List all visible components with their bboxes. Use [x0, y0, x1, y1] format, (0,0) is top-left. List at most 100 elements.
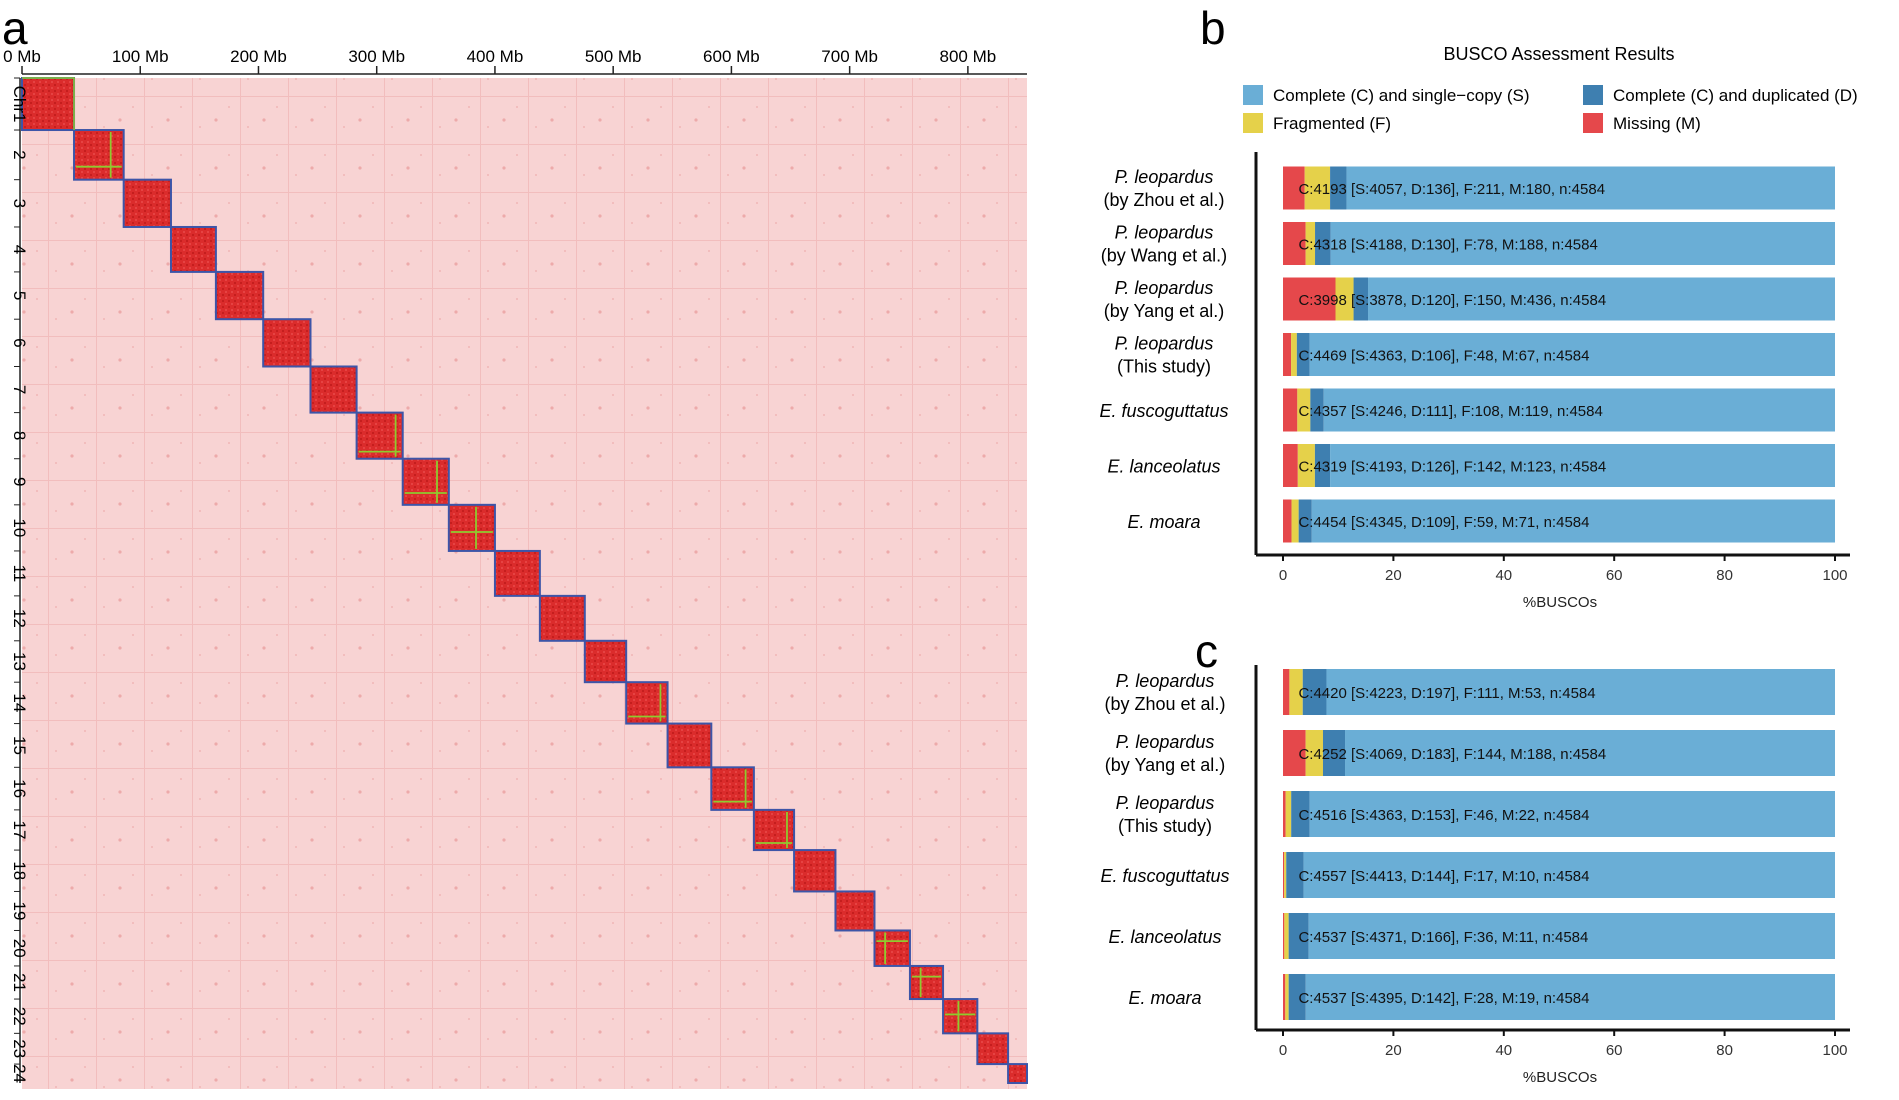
bar-data-label: C:4319 [S:4193, D:126], F:142, M:123, n:… — [1298, 459, 1606, 476]
chromosome-block — [710, 766, 755, 811]
chromosome-label: 15 — [10, 736, 29, 755]
chromosome-label: 18 — [10, 861, 29, 880]
chromosome-label: 19 — [10, 902, 29, 921]
row-label-species: P. leopardus — [1115, 334, 1214, 354]
bar-segment-fragmented — [1291, 499, 1299, 543]
x-tick-label: 40 — [1495, 1042, 1512, 1059]
chromosome-label: 22 — [10, 1007, 29, 1026]
bar-segment-single — [1345, 730, 1835, 776]
bar-segment-duplicated — [1296, 333, 1310, 376]
bar-segment-fragmented — [1284, 913, 1289, 959]
chromosome-block — [401, 457, 450, 506]
bar-segment-single — [1309, 333, 1835, 376]
bar-data-label: C:4516 [S:4363, D:153], F:46, M:22, n:45… — [1298, 807, 1589, 824]
row-label-source: (by Zhou et al.) — [1103, 190, 1224, 210]
bar-segment-duplicated — [1310, 388, 1324, 432]
heatmap-x-tick-label: 300 Mb — [348, 47, 405, 66]
legend-label-missing: Missing (M) — [1613, 114, 1701, 133]
bar-segment-fragmented — [1297, 388, 1311, 432]
chromosome-block — [262, 318, 312, 368]
bar-data-label: C:4252 [S:4069, D:183], F:144, M:188, n:… — [1298, 746, 1606, 763]
heatmap-x-tick-label: 400 Mb — [467, 47, 524, 66]
chromosome-block — [942, 998, 979, 1035]
x-tick-label: 100 — [1822, 567, 1847, 584]
row-label-species: E. fuscoguttatus — [1100, 866, 1229, 886]
row-label-species: E. lanceolatus — [1107, 457, 1220, 477]
bar-segment-missing — [1283, 444, 1298, 487]
x-tick-label: 60 — [1606, 1042, 1623, 1059]
panel-label-c: c — [1195, 625, 1218, 677]
bar-segment-missing — [1283, 852, 1285, 898]
chromosome-block — [73, 129, 125, 181]
bar-segment-missing — [1283, 499, 1292, 543]
bar-segment-single — [1326, 669, 1835, 715]
bar-segment-fragmented — [1305, 730, 1323, 776]
chromosome-block — [752, 808, 796, 852]
bar-segment-missing — [1283, 166, 1305, 210]
bar-segment-missing — [1283, 791, 1286, 837]
heatmap-chromosome-blocks: Chr1234567891011121314151617181920212223… — [10, 77, 1028, 1085]
row-label-source: (by Yang et al.) — [1104, 301, 1224, 321]
bar-segment-single — [1305, 974, 1835, 1020]
chromosome-label: 13 — [10, 652, 29, 671]
row-label-source: (This study) — [1117, 357, 1211, 377]
row-label-species: P. leopardus — [1116, 793, 1215, 813]
chromosome-block — [309, 365, 358, 414]
heatmap-x-tick-label: 0 Mb — [3, 47, 41, 66]
bar-segment-single — [1323, 388, 1835, 432]
bar-segment-missing — [1283, 730, 1306, 776]
bar-segment-duplicated — [1322, 730, 1346, 776]
bar-segment-fragmented — [1335, 277, 1354, 321]
x-tick-label: 100 — [1822, 1042, 1847, 1059]
chromosome-label: 11 — [10, 565, 29, 583]
x-tick-label: 60 — [1606, 567, 1623, 584]
chromosome-label: 14 — [10, 693, 29, 712]
chromosome-block — [908, 964, 945, 1001]
row-label-species: P. leopardus — [1115, 278, 1214, 298]
bar-data-label: C:4557 [S:4413, D:144], F:17, M:10, n:45… — [1298, 868, 1589, 885]
row-label-species: P. leopardus — [1116, 732, 1215, 752]
heatmap-x-tick-label: 100 Mb — [112, 47, 169, 66]
bar-segment-duplicated — [1314, 444, 1331, 487]
bar-segment-single — [1330, 222, 1835, 265]
legend-swatch-single — [1243, 85, 1263, 105]
bar-segment-single — [1303, 852, 1835, 898]
row-label-species: P. leopardus — [1116, 671, 1215, 691]
bar-data-label: C:4537 [S:4395, D:142], F:28, M:19, n:45… — [1298, 990, 1589, 1007]
chromosome-block — [666, 722, 713, 769]
chromosome-label: Chr1 — [10, 86, 29, 123]
x-tick-label: 80 — [1716, 567, 1733, 584]
chromosome-label: 23 — [10, 1039, 29, 1058]
chromosome-block — [873, 929, 911, 967]
x-tick-label: 0 — [1279, 567, 1287, 584]
bar-segment-single — [1330, 444, 1835, 487]
chromosome-label: 4 — [10, 245, 29, 254]
bar-segment-missing — [1283, 974, 1286, 1020]
busco-legend: Complete (C) and single−copy (S) Complete… — [1243, 85, 1858, 133]
bar-data-label: C:4537 [S:4371, D:166], F:36, M:11, n:45… — [1298, 929, 1588, 946]
chromosome-block — [583, 639, 628, 684]
chromosome-block — [214, 270, 265, 321]
x-tick-label: 40 — [1495, 567, 1512, 584]
row-label-species: E. lanceolatus — [1108, 927, 1221, 947]
chromosome-label: 7 — [10, 385, 29, 394]
bar-data-label: C:4420 [S:4223, D:197], F:111, M:53, n:4… — [1298, 685, 1595, 702]
chromosome-label: 10 — [10, 518, 29, 537]
bar-segment-missing — [1283, 277, 1336, 321]
x-tick-label: 80 — [1716, 1042, 1733, 1059]
row-label-species: E. moara — [1127, 512, 1200, 532]
x-axis-title: %BUSCOs — [1523, 1069, 1597, 1086]
chromosome-block — [793, 849, 837, 893]
legend-label-duplicated: Complete (C) and duplicated (D) — [1613, 86, 1858, 105]
chromosome-label: 20 — [10, 939, 29, 958]
bar-data-label: C:3998 [S:3878, D:120], F:150, M:436, n:… — [1298, 292, 1606, 309]
legend-label-fragmented: Fragmented (F) — [1273, 114, 1391, 133]
row-label-species: P. leopardus — [1115, 167, 1214, 187]
row-label-species: P. leopardus — [1115, 223, 1214, 243]
row-label-species: E. fuscoguttatus — [1099, 401, 1228, 421]
bar-segment-fragmented — [1289, 669, 1303, 715]
row-label-source: (by Yang et al.) — [1105, 755, 1225, 775]
bar-segment-duplicated — [1286, 852, 1304, 898]
bar-segment-fragmented — [1304, 166, 1331, 210]
